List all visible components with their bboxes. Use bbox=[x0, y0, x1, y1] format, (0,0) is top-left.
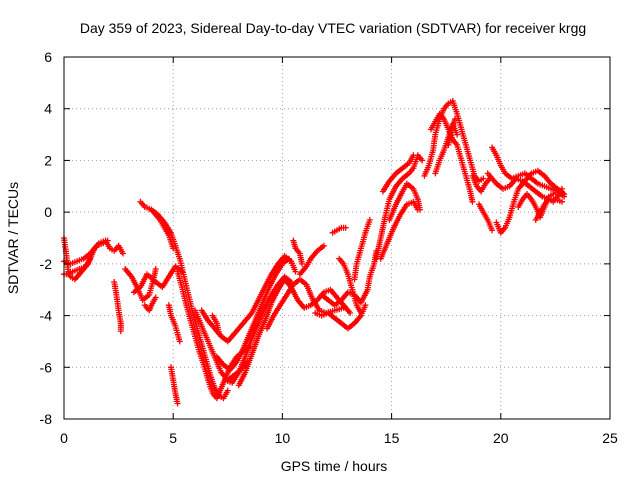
data-track bbox=[469, 172, 493, 195]
y-tick-label: 2 bbox=[44, 152, 52, 168]
x-tick-label: 20 bbox=[493, 430, 509, 446]
y-tick-label: 6 bbox=[44, 49, 52, 65]
data-track bbox=[141, 294, 159, 314]
data-track bbox=[111, 279, 124, 335]
y-axis-label: SDTVAR / TECUs bbox=[5, 182, 21, 294]
data-track bbox=[165, 302, 183, 345]
data-track bbox=[351, 216, 373, 283]
x-tick-label: 10 bbox=[275, 430, 291, 446]
x-axis-label: GPS time / hours bbox=[281, 458, 388, 474]
data-track bbox=[213, 255, 292, 373]
x-tick-label: 5 bbox=[169, 430, 177, 446]
x-tick-label: 0 bbox=[60, 430, 68, 446]
x-tick-label: 25 bbox=[602, 430, 618, 446]
data-track bbox=[329, 224, 349, 236]
data-track bbox=[148, 206, 177, 252]
y-tick-label: -2 bbox=[40, 256, 53, 272]
data-track bbox=[168, 364, 181, 407]
data-track bbox=[373, 152, 426, 262]
y-tick-labels: -8 -6 -4 -2 0 2 4 6 bbox=[40, 49, 53, 427]
data-track bbox=[476, 201, 496, 234]
y-tick-label: -6 bbox=[40, 359, 53, 375]
grid bbox=[64, 57, 610, 419]
data-track bbox=[235, 276, 354, 389]
y-tick-label: -4 bbox=[40, 308, 53, 324]
plot-frame bbox=[63, 56, 611, 420]
x-tick-label: 15 bbox=[384, 430, 400, 446]
data-track bbox=[445, 116, 458, 148]
data-track bbox=[130, 263, 185, 296]
data-track bbox=[379, 152, 417, 195]
data-track bbox=[198, 253, 299, 345]
data-track bbox=[421, 98, 487, 185]
data-track bbox=[532, 185, 565, 223]
y-tick-label: -8 bbox=[40, 411, 53, 427]
data-track bbox=[377, 198, 421, 262]
x-tick-labels: 0 5 10 15 20 25 bbox=[60, 430, 618, 446]
data-track bbox=[290, 237, 306, 267]
chart-title: Day 359 of 2023, Sidereal Day-to-day VTE… bbox=[80, 20, 586, 36]
data-track bbox=[296, 242, 327, 278]
data-track bbox=[336, 255, 364, 316]
y-tick-label: 4 bbox=[44, 101, 52, 117]
data-points bbox=[61, 98, 568, 407]
data-track bbox=[209, 312, 223, 337]
axis-ticks bbox=[63, 56, 611, 420]
y-tick-label: 0 bbox=[44, 204, 52, 220]
data-track bbox=[386, 180, 423, 223]
